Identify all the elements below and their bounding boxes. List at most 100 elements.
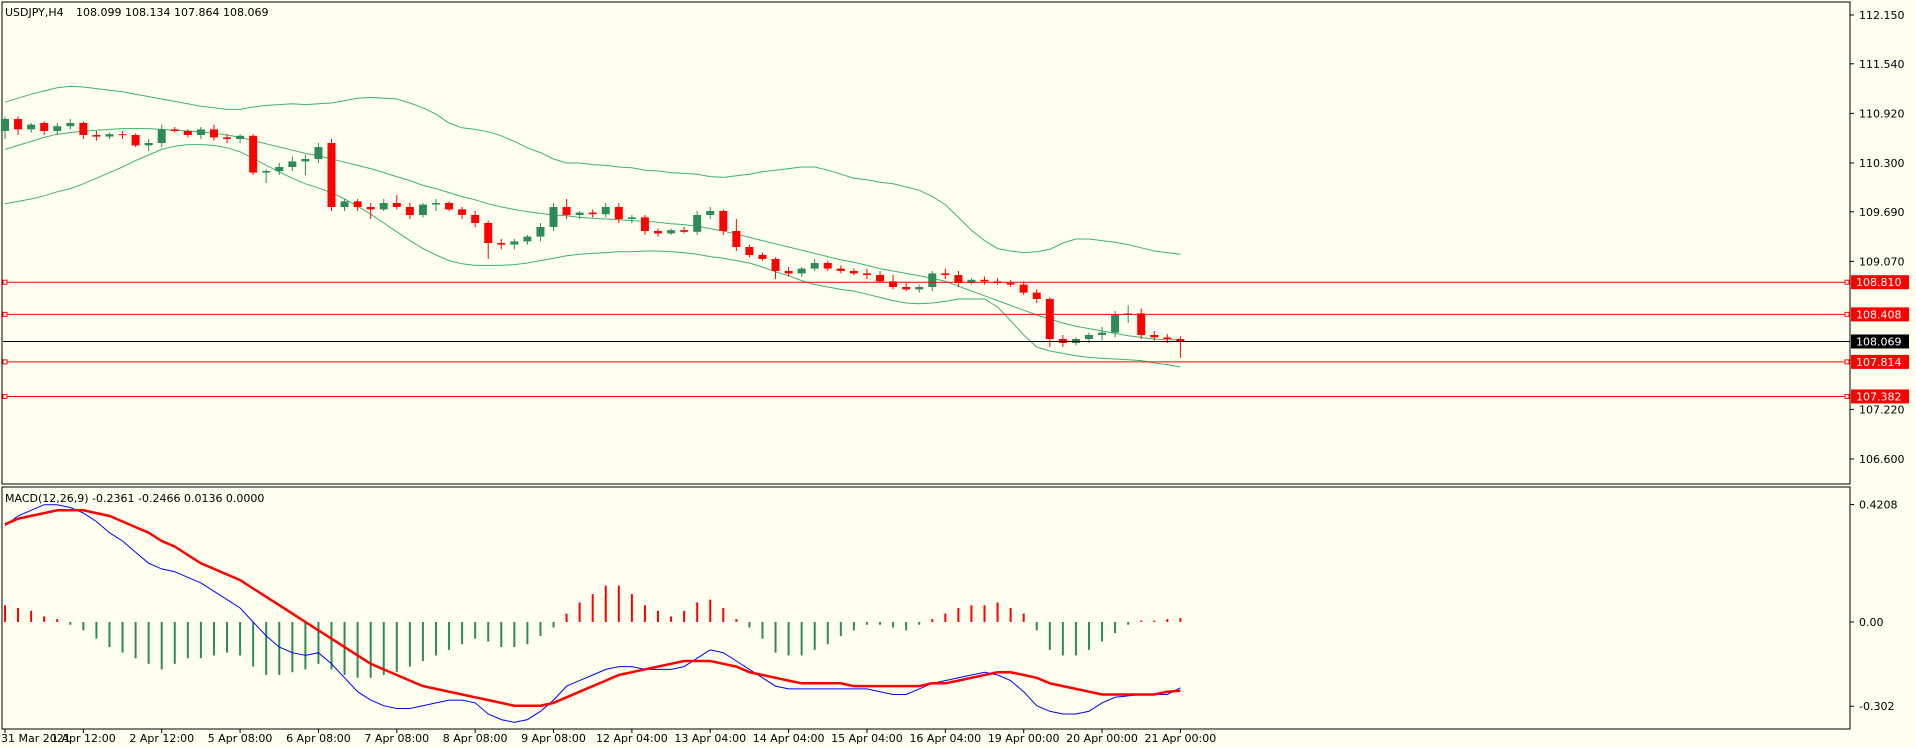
candle-body [680, 230, 689, 232]
candle-body [1019, 284, 1028, 293]
candle-body [588, 212, 597, 215]
macd-signal-line [4, 509, 1181, 707]
bollinger-upper-band [4, 85, 1181, 255]
candle-body [1176, 339, 1185, 342]
candle-body [915, 287, 924, 290]
candle-body [157, 129, 166, 143]
candle-body [458, 209, 467, 215]
price-tick-label: 112.150 [1859, 9, 1905, 22]
candle-body [1163, 337, 1172, 339]
level-line-handle [2, 359, 8, 365]
candle-body [601, 207, 610, 215]
time-tick-label: 15 Apr 04:00 [831, 732, 903, 745]
time-tick-label: 12 Apr 04:00 [596, 732, 668, 745]
price-tags: 108.810 108.408 108.069 107.814 107.382 [1851, 275, 1909, 404]
time-tick-label: 20 Apr 00:00 [1066, 732, 1138, 745]
main-pane-frame [1, 1, 1851, 485]
time-tick-label: 16 Apr 04:00 [909, 732, 981, 745]
chart-ohlc-readout: 108.099 108.134 107.864 108.069 [76, 6, 268, 19]
candle-body [445, 203, 454, 210]
candle-body [627, 217, 636, 219]
candle-body [889, 281, 898, 287]
macd-tick-label: -0.302 [1859, 700, 1894, 713]
candle-body [53, 126, 62, 131]
price-tag-box [1851, 307, 1909, 322]
time-tick-label: 1 Apr 12:00 [51, 732, 116, 745]
price-tag-box [1851, 354, 1909, 369]
candle-body [314, 147, 323, 159]
bollinger-lower-band [4, 144, 1181, 368]
level-line-handle [2, 311, 8, 317]
time-tick-label: 31 Mar 2021 [1, 732, 71, 745]
main-plot-area [1, 85, 1185, 368]
macd-plot-area [4, 504, 1182, 723]
candle-body [249, 135, 258, 173]
price-tag-box [1851, 334, 1909, 349]
candle-body [275, 167, 284, 171]
candle-body [1045, 299, 1054, 339]
candle-body [732, 231, 741, 247]
price-tag-label: 108.408 [1856, 308, 1902, 321]
candle-body [392, 203, 401, 207]
candle-body [471, 215, 480, 223]
candle-body [27, 124, 36, 130]
price-tick-label: 107.220 [1859, 403, 1905, 416]
time-tick-label: 19 Apr 00:00 [988, 732, 1060, 745]
time-tick-label: 5 Apr 08:00 [208, 732, 273, 745]
price-tag-box [1851, 275, 1909, 290]
candle-body [418, 204, 427, 215]
candle-body [118, 134, 127, 136]
candle-body [954, 275, 963, 283]
price-tag-box [1851, 389, 1909, 404]
price-tick-label: 109.690 [1859, 206, 1905, 219]
candle-body [823, 263, 832, 269]
level-line-handle [1844, 279, 1850, 285]
candle-body [484, 223, 493, 243]
price-axis: 112.150 111.540 110.920 110.300 109.690 109.0… [1850, 9, 1905, 466]
candle-body [980, 279, 989, 282]
candle-body [523, 236, 532, 242]
candle-body [66, 123, 75, 127]
candle-body [40, 123, 49, 131]
level-line-handle [2, 393, 8, 399]
candle-body [849, 271, 858, 274]
candle-body [209, 129, 218, 138]
price-tick-label: 109.070 [1859, 255, 1905, 268]
level-line-handle [1844, 393, 1850, 399]
candle-body [745, 247, 754, 255]
candle-body [353, 201, 362, 207]
macd-main-line [4, 504, 1181, 723]
bollinger-middle-band [4, 128, 1181, 341]
time-tick-label: 13 Apr 04:00 [674, 732, 746, 745]
candle-body [105, 134, 114, 137]
candle-body [575, 212, 584, 215]
level-lines [2, 279, 1850, 399]
candle-body [771, 259, 780, 271]
candle-body [797, 268, 806, 274]
candle-body [14, 119, 23, 130]
candle-body [327, 143, 336, 207]
candle-body [719, 211, 728, 231]
candle-body [614, 207, 623, 219]
candle-body [1111, 315, 1120, 333]
candle-body [262, 171, 271, 173]
candle-body [79, 123, 88, 135]
time-tick-label: 9 Apr 08:00 [521, 732, 586, 745]
price-tag-label: 108.810 [1856, 276, 1902, 289]
macd-title: MACD(12,26,9) -0.2361 -0.2466 0.0136 0.0… [5, 492, 264, 505]
candle-body [170, 129, 179, 131]
candle-body [1137, 313, 1146, 335]
candle-body [536, 227, 545, 237]
candle-body [549, 207, 558, 227]
candle-body [640, 217, 649, 231]
candle-body [902, 287, 911, 290]
macd-axis: 0.4208 0.00 -0.302 [1850, 499, 1898, 713]
candle-body [131, 135, 140, 146]
candle-body [667, 230, 676, 234]
time-tick-label: 2 Apr 12:00 [129, 732, 194, 745]
macd-pane-frame [1, 486, 1851, 730]
candle-body [836, 268, 845, 271]
candle-body [1, 119, 9, 131]
